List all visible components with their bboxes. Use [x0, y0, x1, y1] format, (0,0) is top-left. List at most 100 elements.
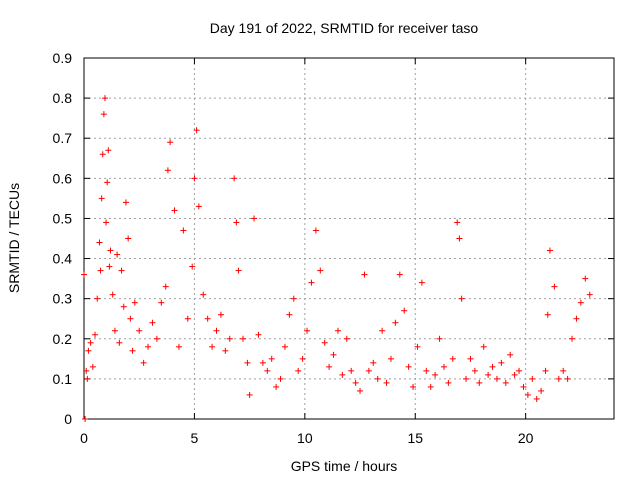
x-tick-labels: 0 5 10 15 20 [80, 430, 534, 446]
data-point [317, 267, 324, 274]
data-point [189, 263, 196, 270]
data-point [184, 315, 191, 322]
data-point [268, 355, 275, 362]
data-point [255, 331, 262, 338]
data-point [277, 375, 284, 382]
data-point [538, 387, 545, 394]
data-point [114, 251, 121, 258]
data-point [405, 363, 412, 370]
chart-title: Day 191 of 2022, SRMTID for receiver tas… [210, 20, 479, 36]
data-point [546, 247, 553, 254]
data-point [129, 347, 136, 354]
data-point [529, 375, 536, 382]
data-point [195, 203, 202, 210]
data-point [352, 379, 359, 386]
data-point [502, 379, 509, 386]
y-axis-label: SRMTID / TECUs [6, 183, 22, 293]
data-point [524, 391, 531, 398]
data-point [83, 367, 90, 374]
data-point [560, 367, 567, 374]
data-point [449, 355, 456, 362]
data-point [226, 335, 233, 342]
y-tick-labels: 0 0.1 0.2 0.3 0.4 0.5 0.6 0.7 0.8 0.9 [53, 50, 73, 427]
data-point [106, 263, 113, 270]
y-tick-label: 0.8 [53, 90, 73, 106]
data-point [414, 343, 421, 350]
data-point [127, 315, 134, 322]
data-point [357, 387, 364, 394]
data-point [343, 335, 350, 342]
data-point [85, 347, 92, 354]
data-point [149, 319, 156, 326]
data-point [89, 363, 96, 370]
data-point [396, 271, 403, 278]
data-point [458, 295, 465, 302]
x-tick-label: 15 [407, 430, 423, 446]
data-point [304, 327, 311, 334]
data-point [569, 335, 576, 342]
data-point [432, 371, 439, 378]
x-tick-label: 0 [80, 430, 88, 446]
data-point [98, 195, 105, 202]
data-point [140, 359, 147, 366]
data-point [348, 367, 355, 374]
data-point [456, 235, 463, 242]
data-point [87, 339, 94, 346]
data-point [401, 307, 408, 314]
data-point [273, 383, 280, 390]
data-point [264, 367, 271, 374]
data-point [467, 355, 474, 362]
data-point [251, 215, 258, 222]
data-point [84, 375, 91, 382]
data-point [244, 359, 251, 366]
data-point [107, 247, 114, 254]
data-point [582, 275, 589, 282]
data-point [97, 267, 104, 274]
data-point [392, 319, 399, 326]
data-point [96, 239, 103, 246]
data-point [418, 279, 425, 286]
data-point [312, 227, 319, 234]
data-point [231, 175, 238, 182]
data-point [361, 271, 368, 278]
data-point [104, 179, 111, 186]
data-point [476, 379, 483, 386]
data-point [365, 367, 372, 374]
data-point [153, 335, 160, 342]
data-point [520, 383, 527, 390]
data-point [542, 367, 549, 374]
data-point [162, 283, 169, 290]
data-point [233, 219, 240, 226]
data-point [116, 339, 123, 346]
data-point [217, 311, 224, 318]
data-point [118, 267, 125, 274]
y-tick-label: 0.1 [53, 371, 73, 387]
data-point [81, 271, 87, 278]
data-point [94, 295, 101, 302]
data-point [498, 359, 505, 366]
data-point [454, 219, 461, 226]
data-point [533, 395, 540, 402]
data-point [131, 299, 138, 306]
data-point [105, 147, 112, 154]
data-points [81, 95, 593, 422]
x-axis-label: GPS time / hours [291, 458, 398, 474]
data-point [326, 363, 333, 370]
data-point [145, 343, 152, 350]
data-point [463, 375, 470, 382]
data-point [281, 343, 288, 350]
data-point [99, 151, 106, 158]
data-point [383, 379, 390, 386]
data-point [103, 219, 110, 226]
data-point [471, 367, 478, 374]
data-point [240, 335, 246, 342]
data-point [330, 351, 337, 358]
grid-lines [84, 58, 614, 419]
data-point [440, 363, 447, 370]
data-point [100, 111, 107, 118]
data-point [308, 279, 315, 286]
data-point [213, 327, 220, 334]
data-point [209, 343, 216, 350]
data-point [321, 339, 328, 346]
data-point [516, 367, 523, 374]
